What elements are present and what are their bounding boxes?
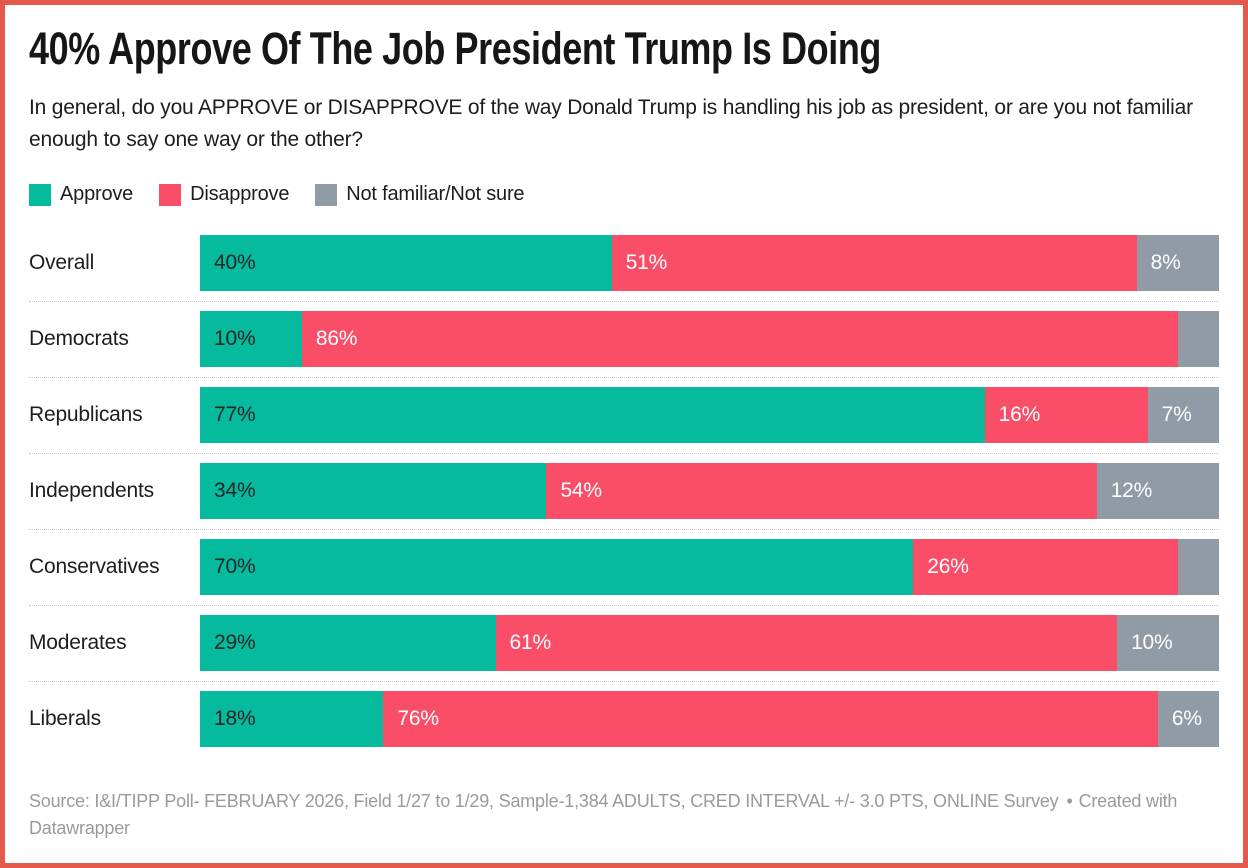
- stacked-bar: 18% 76% 6%: [200, 691, 1219, 747]
- bar-segment: 61%: [495, 615, 1118, 671]
- legend-item: Not familiar/Not sure: [315, 183, 525, 206]
- segment-value-label: 16%: [998, 403, 1041, 426]
- bar-segment: 10%: [1117, 615, 1219, 671]
- stacked-bar: 10% 86%: [200, 311, 1219, 367]
- stacked-bar: 70% 26%: [200, 539, 1219, 595]
- stacked-bar: 40% 51% 8%: [200, 235, 1219, 291]
- bar-segment: 8%: [1136, 235, 1219, 291]
- segment-value-label: 86%: [315, 327, 358, 350]
- segment-value-label: 10%: [1131, 631, 1173, 654]
- bar-segment: [1178, 311, 1219, 367]
- bar-segment: [1178, 539, 1219, 595]
- datawrapper-credit-link[interactable]: Created with Datawrapper: [29, 791, 1178, 838]
- row-label: Moderates: [29, 631, 127, 654]
- bar-segment: 16%: [984, 387, 1148, 443]
- bar-segment: 7%: [1147, 387, 1219, 443]
- segment-value-label: 34%: [214, 479, 256, 502]
- source-text: Source: I&I/TIPP Poll- FEBRUARY 2026, Fi…: [29, 791, 1059, 811]
- source-note: Source: I&I/TIPP Poll- FEBRUARY 2026, Fi…: [29, 788, 1194, 842]
- chart-row: Conservatives 70% 26%: [29, 530, 1219, 606]
- chart-row: Independents 34% 54% 12%: [29, 454, 1219, 530]
- legend-item: Approve: [29, 183, 133, 206]
- bar-segment: 26%: [913, 539, 1179, 595]
- segment-value-label: 77%: [214, 403, 256, 426]
- segment-value-label: 7%: [1161, 403, 1192, 426]
- legend: Approve Disapprove Not familiar/Not sure: [29, 183, 1219, 206]
- bar-segment: 51%: [611, 235, 1137, 291]
- chart-row: Liberals 18% 76% 6%: [29, 682, 1219, 757]
- chart-subtitle: In general, do you APPROVE or DISAPPROVE…: [29, 96, 1193, 151]
- legend-label: Not familiar/Not sure: [346, 183, 525, 205]
- bar-segment: 18%: [200, 691, 384, 747]
- segment-value-label: 76%: [397, 707, 439, 730]
- bar-segment: 54%: [546, 463, 1097, 519]
- segment-value-label: 29%: [214, 631, 256, 654]
- bar-segment: 86%: [301, 311, 1179, 367]
- row-label: Republicans: [29, 403, 143, 426]
- stacked-bar: 77% 16% 7%: [200, 387, 1219, 443]
- chart-row: Moderates 29% 61% 10%: [29, 606, 1219, 682]
- segment-value-label: 70%: [214, 555, 256, 578]
- chart-row: Republicans 77% 16% 7%: [29, 378, 1219, 454]
- row-label: Independents: [29, 479, 154, 502]
- segment-value-label: 54%: [560, 479, 602, 502]
- bar-segment: 29%: [200, 615, 496, 671]
- segment-value-label: 6%: [1171, 707, 1202, 730]
- legend-swatch-icon: [315, 183, 338, 206]
- stacked-bar: 34% 54% 12%: [200, 463, 1219, 519]
- bar-segment: 10%: [200, 311, 302, 367]
- chart-row: Democrats 10% 86%: [29, 302, 1219, 378]
- legend-swatch-icon: [29, 183, 51, 206]
- bar-segment: 77%: [200, 387, 985, 443]
- chart-title: 40% Approve Of The Job President Trump I…: [29, 23, 882, 74]
- segment-value-label: 10%: [214, 327, 256, 350]
- segment-value-label: 18%: [214, 707, 256, 730]
- segment-value-label: 12%: [1110, 479, 1153, 502]
- segment-value-label: 61%: [509, 631, 552, 654]
- bar-segment: 70%: [200, 539, 914, 595]
- bar-segment: 76%: [383, 691, 1158, 747]
- row-label: Liberals: [29, 707, 101, 730]
- row-label: Conservatives: [29, 555, 160, 578]
- segment-value-label: 8%: [1150, 251, 1181, 274]
- legend-item: Disapprove: [159, 183, 289, 206]
- bar-segment: 40%: [200, 235, 612, 291]
- row-label: Democrats: [29, 327, 129, 350]
- row-label: Overall: [29, 251, 95, 274]
- segment-value-label: 51%: [625, 251, 668, 274]
- footer-separator: •: [1066, 791, 1073, 811]
- segment-value-label: 26%: [927, 555, 969, 578]
- stacked-bar-chart: Overall 40% 51% 8% Democrats 10% 86% Republican…: [29, 226, 1219, 757]
- bar-segment: 6%: [1157, 691, 1219, 747]
- stacked-bar: 29% 61% 10%: [200, 615, 1219, 671]
- legend-label: Disapprove: [190, 183, 290, 205]
- legend-swatch-icon: [159, 183, 182, 206]
- legend-label: Approve: [60, 183, 134, 205]
- chart-row: Overall 40% 51% 8%: [29, 226, 1219, 302]
- segment-value-label: 40%: [214, 251, 256, 274]
- bar-segment: 12%: [1096, 463, 1219, 519]
- bar-segment: 34%: [200, 463, 547, 519]
